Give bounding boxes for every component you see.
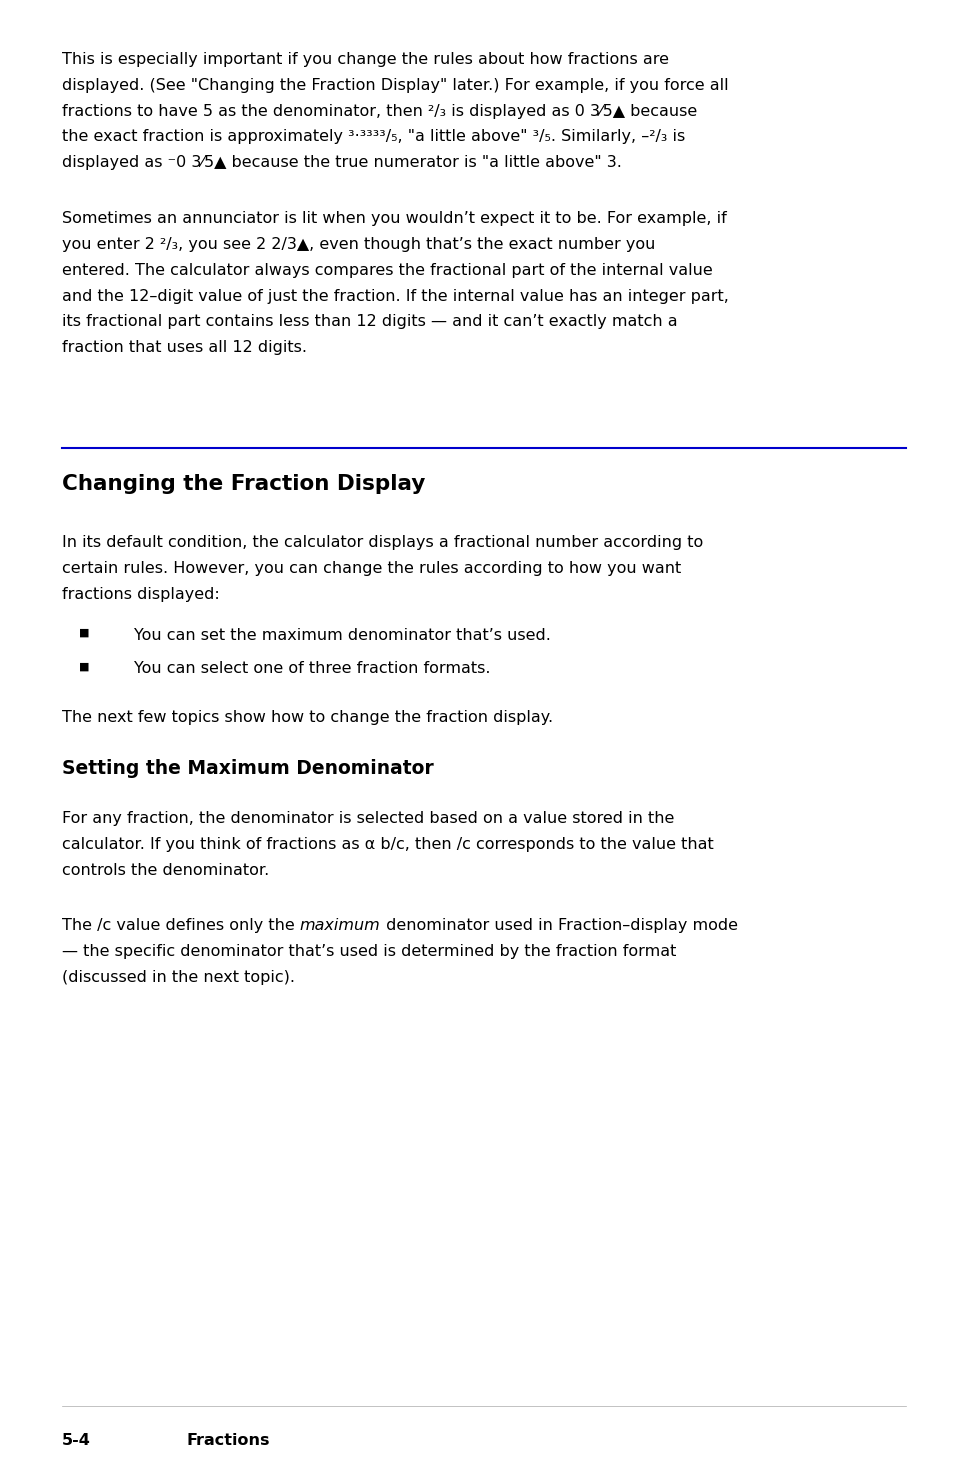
Text: For any fraction, the denominator is selected based on a value stored in the: For any fraction, the denominator is sel… [62,811,674,826]
Text: fraction that uses all 12 digits.: fraction that uses all 12 digits. [62,340,307,355]
Text: displayed. (See "Changing the Fraction Display" later.) For example, if you forc: displayed. (See "Changing the Fraction D… [62,78,728,93]
Text: the exact fraction is approximately ³⋅³³³³/₅, "a little above" ³/₅. Similarly, –: the exact fraction is approximately ³⋅³³… [62,129,684,145]
Text: controls the denominator.: controls the denominator. [62,863,269,878]
Text: Fractions: Fractions [186,1433,270,1447]
Text: Changing the Fraction Display: Changing the Fraction Display [62,474,425,494]
Text: you enter 2 ²/₃, you see 2 2/3▲, even though that’s the exact number you: you enter 2 ²/₃, you see 2 2/3▲, even th… [62,237,655,252]
Text: fractions displayed:: fractions displayed: [62,586,219,602]
Text: entered. The calculator always compares the fractional part of the internal valu: entered. The calculator always compares … [62,262,712,278]
Text: ■: ■ [79,628,90,638]
Text: This is especially important if you change the rules about how fractions are: This is especially important if you chan… [62,52,668,67]
Text: maximum: maximum [299,918,380,934]
Text: Setting the Maximum Denominator: Setting the Maximum Denominator [62,759,434,778]
Text: In its default condition, the calculator displays a fractional number according : In its default condition, the calculator… [62,534,702,551]
Text: Sometimes an annunciator is lit when you wouldn’t expect it to be. For example, : Sometimes an annunciator is lit when you… [62,210,726,226]
Text: The next few topics show how to change the fraction display.: The next few topics show how to change t… [62,709,553,725]
Text: You can select one of three fraction formats.: You can select one of three fraction for… [133,662,490,676]
Text: certain rules. However, you can change the rules according to how you want: certain rules. However, you can change t… [62,561,680,576]
Text: displayed as ⁻0 3⁄5▲ because the true numerator is "a little above" 3.: displayed as ⁻0 3⁄5▲ because the true nu… [62,155,621,170]
Text: (discussed in the next topic).: (discussed in the next topic). [62,969,294,986]
Text: The /c value defines only the: The /c value defines only the [62,918,299,934]
Text: and the 12–digit value of just the fraction. If the internal value has an intege: and the 12–digit value of just the fract… [62,289,728,303]
Text: — the specific denominator that’s used is determined by the fraction format: — the specific denominator that’s used i… [62,944,676,959]
Text: ■: ■ [79,662,90,672]
Text: You can set the maximum denominator that’s used.: You can set the maximum denominator that… [133,628,550,642]
Text: fractions to have 5 as the denominator, then ²/₃ is displayed as 0 3⁄5▲ because: fractions to have 5 as the denominator, … [62,104,697,118]
Text: calculator. If you think of fractions as α b/c, then /c corresponds to the value: calculator. If you think of fractions as… [62,836,713,852]
Text: denominator used in Fraction–display mode: denominator used in Fraction–display mod… [380,918,737,934]
Text: its fractional part contains less than 12 digits — and it can’t exactly match a: its fractional part contains less than 1… [62,314,677,330]
Text: 5-4: 5-4 [62,1433,91,1447]
